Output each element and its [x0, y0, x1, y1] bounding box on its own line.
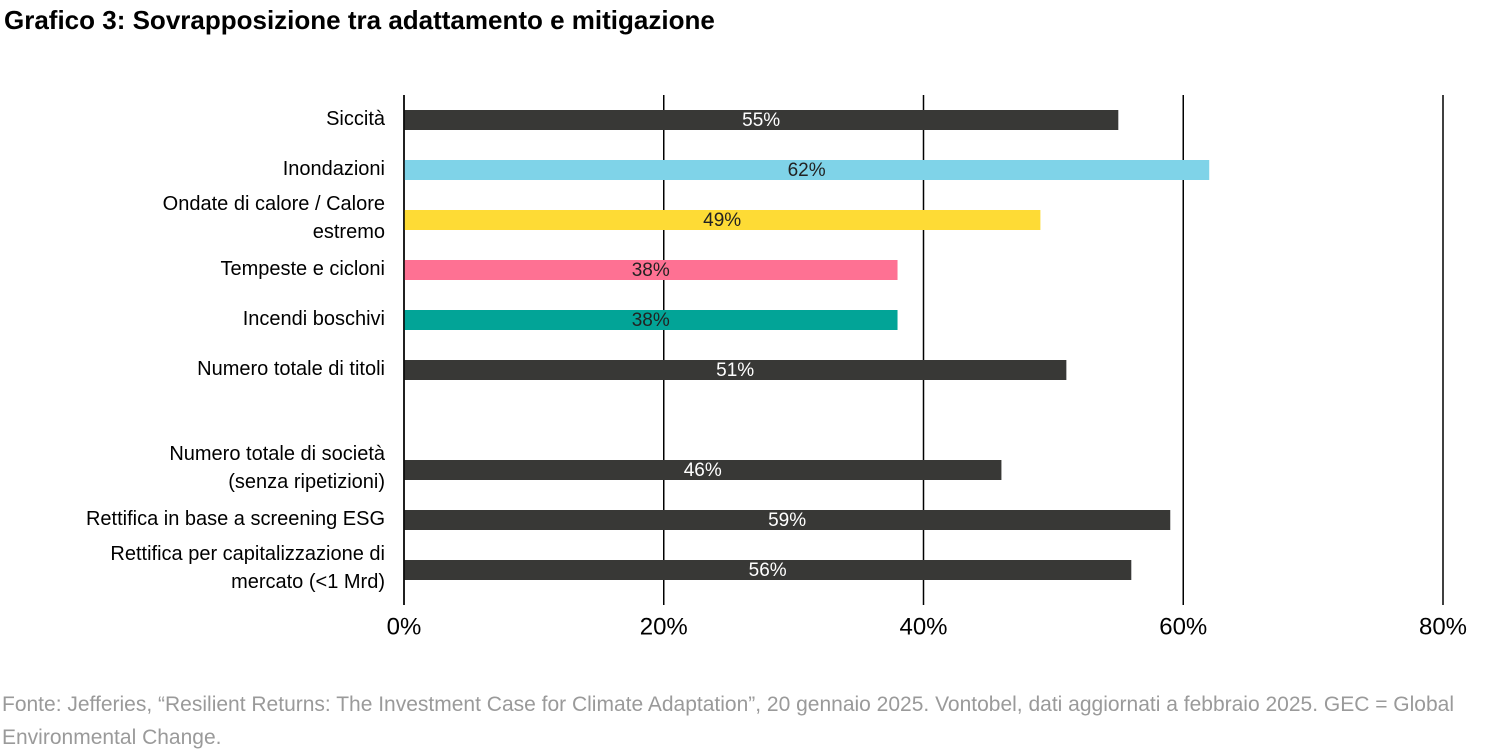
chart: Grafico 3: Sovrapposizione tra adattamen… — [4, 5, 1467, 640]
value-label: 46% — [684, 460, 722, 481]
value-label: 62% — [788, 160, 826, 181]
value-label: 51% — [716, 360, 754, 381]
x-tick-label: 20% — [640, 613, 688, 640]
value-label: 56% — [749, 560, 787, 581]
category-label: Siccità — [326, 108, 386, 130]
category-label: Rettifica per capitalizzazione di mercato… — [110, 543, 385, 593]
category-label: Inondazioni — [283, 158, 385, 180]
category-label: Ondate di calore / Calore estremo — [163, 193, 385, 243]
value-label: 59% — [768, 510, 806, 531]
x-tick-label: 60% — [1159, 613, 1207, 640]
category-label: Numero totale di titoli — [197, 358, 385, 380]
x-tick-label: 80% — [1419, 613, 1467, 640]
category-label: Tempeste e cicloni — [220, 258, 385, 280]
category-label: Rettifica in base a screening ESG — [86, 508, 385, 530]
bar — [404, 260, 898, 280]
bar — [404, 160, 1210, 180]
x-tick-label: 0% — [387, 613, 422, 640]
value-label: 49% — [703, 210, 741, 231]
x-tick-label: 40% — [899, 613, 947, 640]
bar — [404, 110, 1119, 130]
bar — [404, 360, 1067, 380]
source-note: Fonte: Jefferies, “Resilient Returns: Th… — [2, 693, 1455, 749]
bar — [404, 210, 1041, 230]
value-label: 38% — [632, 260, 670, 281]
value-label: 38% — [632, 310, 670, 331]
bar — [404, 310, 898, 330]
chart-title: Grafico 3: Sovrapposizione tra adattamen… — [4, 5, 715, 35]
category-label: Incendi boschivi — [243, 308, 385, 330]
bar — [404, 510, 1171, 530]
bar — [404, 460, 1002, 480]
category-label: Numero totale di società (senza ripetizio… — [169, 443, 386, 493]
bar — [404, 560, 1132, 580]
value-label: 55% — [742, 110, 780, 131]
